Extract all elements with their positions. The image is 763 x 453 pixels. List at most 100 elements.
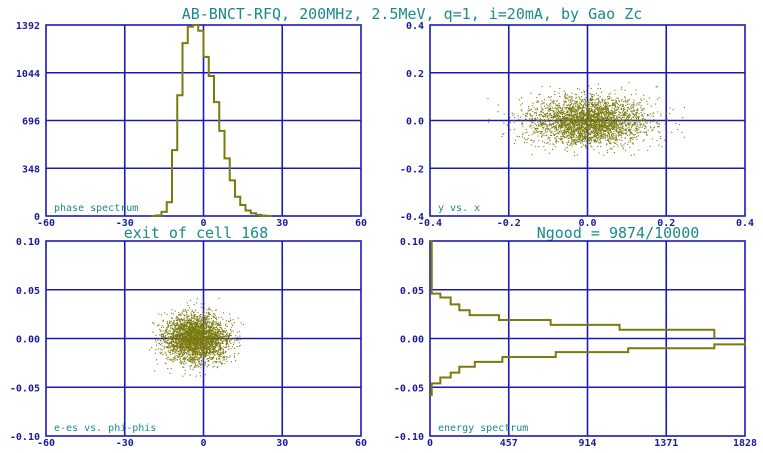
yx-point <box>593 113 595 115</box>
yx-point <box>613 137 615 139</box>
yx-point <box>568 107 570 109</box>
yx-point <box>581 127 583 129</box>
yx-point <box>581 138 583 140</box>
yx-point <box>555 125 557 127</box>
ephi-point <box>189 359 191 361</box>
yx-point <box>563 90 565 92</box>
ephi-point <box>204 364 206 366</box>
yx-point <box>568 95 570 97</box>
yx-point <box>653 127 655 129</box>
yx-point <box>621 145 623 147</box>
yx-point <box>585 122 587 124</box>
yx-point <box>532 119 534 121</box>
yx-point <box>626 113 628 115</box>
yx-point <box>609 92 611 94</box>
yx-point <box>666 119 668 121</box>
yx-point <box>537 125 539 127</box>
yx-point <box>604 106 606 108</box>
yx-point <box>562 109 564 111</box>
yx-point <box>547 128 549 130</box>
yx-point <box>591 124 593 126</box>
yx-point <box>527 137 529 139</box>
yx-point <box>614 133 616 135</box>
yx-point <box>548 118 550 120</box>
yx-point <box>628 126 630 128</box>
yx-point <box>634 122 636 124</box>
yx-point <box>570 137 572 139</box>
yx-point <box>574 133 576 135</box>
yx-point <box>605 108 607 110</box>
yx-point <box>584 100 586 102</box>
yx-point <box>602 109 604 111</box>
yx-point <box>597 123 599 125</box>
yx-point <box>638 126 640 128</box>
yx-point <box>597 132 599 134</box>
yx-point <box>589 122 591 124</box>
yx-point <box>601 130 603 132</box>
yx-point <box>614 104 616 106</box>
yx-point <box>573 125 575 127</box>
ephi-point <box>217 331 219 333</box>
yx-point <box>604 124 606 126</box>
ephi-point <box>202 331 204 333</box>
yx-point <box>631 131 633 133</box>
phase-ytick-label: 348 <box>22 164 40 175</box>
ephi-point <box>172 351 174 353</box>
yx-point <box>611 112 613 114</box>
ephi-point <box>187 358 189 360</box>
yx-point <box>604 136 606 138</box>
ephi-point <box>205 317 207 319</box>
ephi-point <box>198 320 200 322</box>
yx-point <box>590 117 592 119</box>
yx-point <box>563 121 565 123</box>
ephi-point <box>222 338 224 340</box>
yx-point <box>646 100 648 102</box>
yx-point <box>635 127 637 129</box>
ephi-point <box>230 329 232 331</box>
yx-point <box>589 112 591 114</box>
yx-point <box>575 120 577 122</box>
yx-point <box>606 125 608 127</box>
yx-point <box>586 123 588 125</box>
yx-point <box>599 139 601 141</box>
yx-point <box>643 131 645 133</box>
yx-point <box>610 127 612 129</box>
yx-point <box>548 128 550 130</box>
yx-point <box>566 121 568 123</box>
yx-point <box>579 116 581 118</box>
yx-point <box>624 138 626 140</box>
yx-point <box>645 118 647 120</box>
ephi-point <box>169 320 171 322</box>
yx-point <box>610 139 612 141</box>
yx-point <box>622 121 624 123</box>
yx-point <box>579 124 581 126</box>
ephi-point <box>174 329 176 331</box>
yx-point <box>526 115 528 117</box>
yx-point <box>567 120 569 122</box>
yx-point <box>600 122 602 124</box>
yx-point <box>605 106 607 108</box>
ephi-point <box>224 356 226 358</box>
yx-point <box>575 113 577 115</box>
yx-point <box>643 119 645 121</box>
yx-point <box>677 129 679 131</box>
yx-point <box>614 135 616 137</box>
ephi-point <box>229 337 231 339</box>
yx-point <box>583 99 585 101</box>
yx-point <box>591 104 593 106</box>
yx-point <box>603 134 605 136</box>
yx-point <box>595 115 597 117</box>
yx-point <box>590 87 592 89</box>
yx-point <box>576 117 578 119</box>
yx-point <box>544 120 546 122</box>
yx-point <box>532 141 534 143</box>
yx-point <box>591 98 593 100</box>
yx-point <box>633 108 635 110</box>
yx-point <box>599 134 601 136</box>
yx-point <box>605 111 607 113</box>
ephi-point <box>183 366 185 368</box>
yx-point <box>585 138 587 140</box>
yx-point <box>528 107 530 109</box>
yx-point <box>572 105 574 107</box>
ephi-point <box>179 331 181 333</box>
